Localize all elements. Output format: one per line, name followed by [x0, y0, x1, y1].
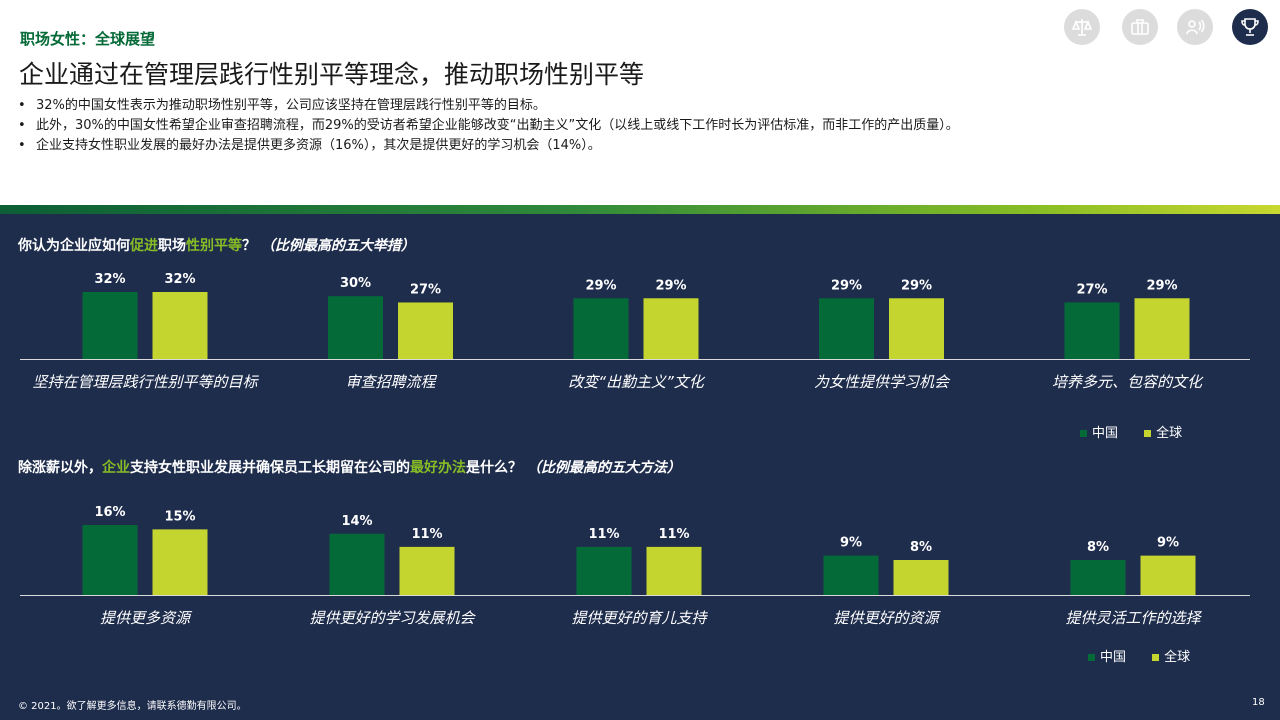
question-text-part: 是什么？	[466, 460, 527, 476]
legend-1: 中国 全球	[1080, 422, 1204, 441]
bar-chart-1: 32% 32% 坚持在管理层践行性别平等的目标 30% 27% 审查招聘流程 29% 29% 改…	[20, 272, 1250, 391]
bar-china	[1070, 560, 1126, 595]
bar-china	[82, 525, 138, 595]
bar-china	[82, 292, 138, 359]
data-label: 16%	[94, 505, 125, 520]
bar-global	[893, 560, 949, 595]
legend-item-china: 中国	[1088, 650, 1126, 665]
bar-china	[1064, 302, 1120, 359]
category-label: 为女性提供学习机会	[814, 373, 951, 391]
question-text-part: 支持女性职业发展并确保员工长期留在公司的	[130, 460, 410, 476]
category-label: 提供更多资源	[100, 609, 193, 627]
section-tag: 职场女性：全球展望	[20, 30, 156, 48]
legend-2: 中国 全球	[1088, 646, 1212, 665]
data-label: 32%	[164, 272, 195, 287]
bar-global	[152, 529, 208, 595]
accent-stripe	[0, 205, 1280, 214]
data-label: 27%	[410, 282, 441, 297]
bullet-item: 企业支持女性职业发展的最好办法是提供更多资源（16%），其次是提供更好的学习机会…	[18, 136, 959, 156]
category-label: 提供更好的资源	[833, 609, 941, 627]
bar-china	[329, 533, 385, 595]
bar-global	[643, 298, 699, 359]
legend-item-china: 中国	[1080, 426, 1118, 441]
question-1: 你认为企业应如何促进职场性别平等？ （比例最高的五大举措）	[18, 235, 415, 255]
bullet-item: 此外，30%的中国女性希望企业审查招聘流程，而29%的受访者希望企业能够改变“出…	[18, 116, 959, 136]
bar-global	[889, 298, 944, 359]
data-label: 14%	[341, 514, 372, 529]
question-text-part: （比例最高的五大方法）	[526, 460, 681, 476]
category-label: 培养多元、包容的文化	[1052, 373, 1204, 391]
category-label: 提供更好的学习发展机会	[309, 609, 476, 627]
category-label: 提供灵活工作的选择	[1065, 609, 1202, 627]
data-label: 9%	[1157, 536, 1179, 551]
bar-china	[328, 296, 383, 359]
data-label: 11%	[658, 527, 689, 542]
bar-global	[1134, 298, 1190, 359]
briefcase-icon[interactable]	[1122, 9, 1158, 45]
data-label: 29%	[585, 278, 616, 293]
data-label: 29%	[1146, 278, 1177, 293]
legend-item-global: 全球	[1144, 426, 1182, 441]
trophy-icon[interactable]	[1232, 9, 1268, 45]
bar-global	[152, 292, 208, 359]
legend-swatch	[1144, 430, 1152, 437]
data-label: 15%	[164, 509, 195, 524]
question-text-part: 企业	[102, 460, 130, 476]
bar-global	[646, 546, 702, 595]
bullet-list: 32%的中国女性表示为推动职场性别平等，公司应该坚持在管理层践行性别平等的目标。…	[18, 96, 959, 156]
category-label: 改变“出勤主义”文化	[568, 373, 706, 391]
legend-swatch	[1152, 654, 1160, 661]
page-title: 企业通过在管理层践行性别平等理念，推动职场性别平等	[19, 60, 645, 89]
bar-chart-2: 16% 15% 提供更多资源 14% 11% 提供更好的学习发展机会 11% 11% 提供更好的…	[20, 505, 1250, 627]
scales-icon[interactable]	[1064, 9, 1100, 45]
legend-item-global: 全球	[1152, 650, 1190, 665]
legend-swatch	[1088, 654, 1095, 661]
bar-china	[573, 298, 629, 359]
page-number: 18	[1252, 697, 1265, 708]
bar-china	[819, 298, 874, 359]
data-label: 29%	[655, 278, 686, 293]
footer-copyright: © 2021。欲了解更多信息，请联系德勤有限公司。	[18, 701, 247, 712]
data-label: 8%	[1087, 540, 1109, 555]
question-text-part: 性别平等	[186, 238, 242, 254]
question-text-part: 最好办法	[410, 460, 466, 476]
header-area: 职场女性：全球展望 企业通过在管理层践行性别平等理念，推动职场性别平等 32%的…	[0, 0, 1280, 205]
question-text-part: 促进	[130, 238, 158, 254]
legend-swatch	[1080, 430, 1087, 437]
question-text-part: 你认为企业应如何	[18, 238, 130, 254]
data-label: 29%	[831, 278, 862, 293]
question-text-part: ？	[242, 238, 261, 254]
category-label: 提供更好的育儿支持	[571, 609, 708, 627]
data-label: 32%	[94, 272, 125, 287]
data-label: 11%	[588, 527, 619, 542]
bar-china	[823, 555, 879, 595]
category-label: 审查招聘流程	[345, 373, 437, 391]
bar-global	[398, 302, 453, 359]
bar-global	[399, 546, 455, 595]
question-text-part: 除涨薪以外，	[18, 460, 102, 476]
question-text-part: 职场	[158, 238, 186, 254]
bar-global	[1140, 555, 1196, 595]
question-2: 除涨薪以外，企业支持女性职业发展并确保员工长期留在公司的最好办法是什么？ （比例…	[18, 457, 681, 477]
bar-china	[576, 546, 632, 595]
data-label: 30%	[340, 276, 371, 291]
people-icon[interactable]	[1177, 9, 1213, 45]
data-label: 27%	[1076, 282, 1107, 297]
question-text-part: （比例最高的五大举措）	[260, 238, 415, 254]
chart-panel	[0, 214, 1280, 720]
data-label: 29%	[901, 278, 932, 293]
data-label: 11%	[411, 527, 442, 542]
data-label: 8%	[910, 540, 932, 555]
data-label: 9%	[840, 536, 862, 551]
bullet-item: 32%的中国女性表示为推动职场性别平等，公司应该坚持在管理层践行性别平等的目标。	[18, 96, 959, 116]
category-label: 坚持在管理层践行性别平等的目标	[32, 373, 259, 391]
